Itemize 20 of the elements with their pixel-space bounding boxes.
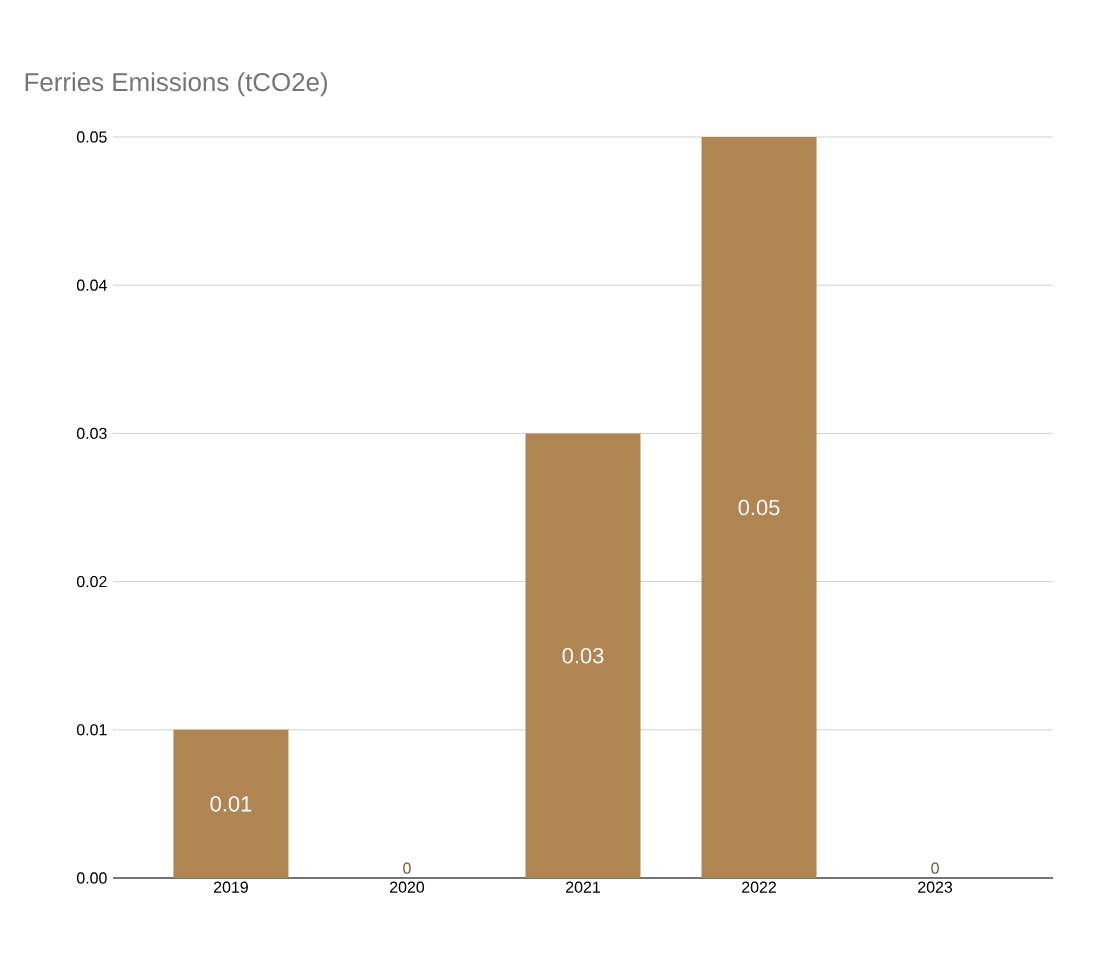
bar bbox=[173, 729, 289, 878]
data-label: 0.05 bbox=[738, 499, 780, 516]
x-tick-label: 2020 bbox=[390, 881, 425, 893]
y-tick-label: 0.00 bbox=[76, 872, 107, 884]
y-tick-label: 0.01 bbox=[76, 724, 107, 736]
y-tick-label: 0.05 bbox=[76, 131, 107, 143]
x-tick-label: 2023 bbox=[918, 881, 953, 893]
y-tick-label: 0.02 bbox=[76, 575, 107, 588]
x-tick-label: 2019 bbox=[214, 881, 248, 893]
chart-title: Ferries Emissions (tCO2e) bbox=[25, 72, 327, 97]
x-tick-label: 2022 bbox=[742, 881, 776, 893]
data-label: 0.03 bbox=[562, 647, 604, 664]
y-tick-label: 0.03 bbox=[76, 427, 107, 440]
data-label: 0 bbox=[931, 862, 939, 874]
bar bbox=[701, 136, 817, 878]
x-tick-label: 2021 bbox=[566, 881, 600, 893]
bar bbox=[525, 433, 641, 878]
data-label: 0 bbox=[403, 862, 411, 874]
data-label: 0.01 bbox=[210, 796, 252, 812]
y-tick-label: 0.04 bbox=[76, 279, 107, 291]
